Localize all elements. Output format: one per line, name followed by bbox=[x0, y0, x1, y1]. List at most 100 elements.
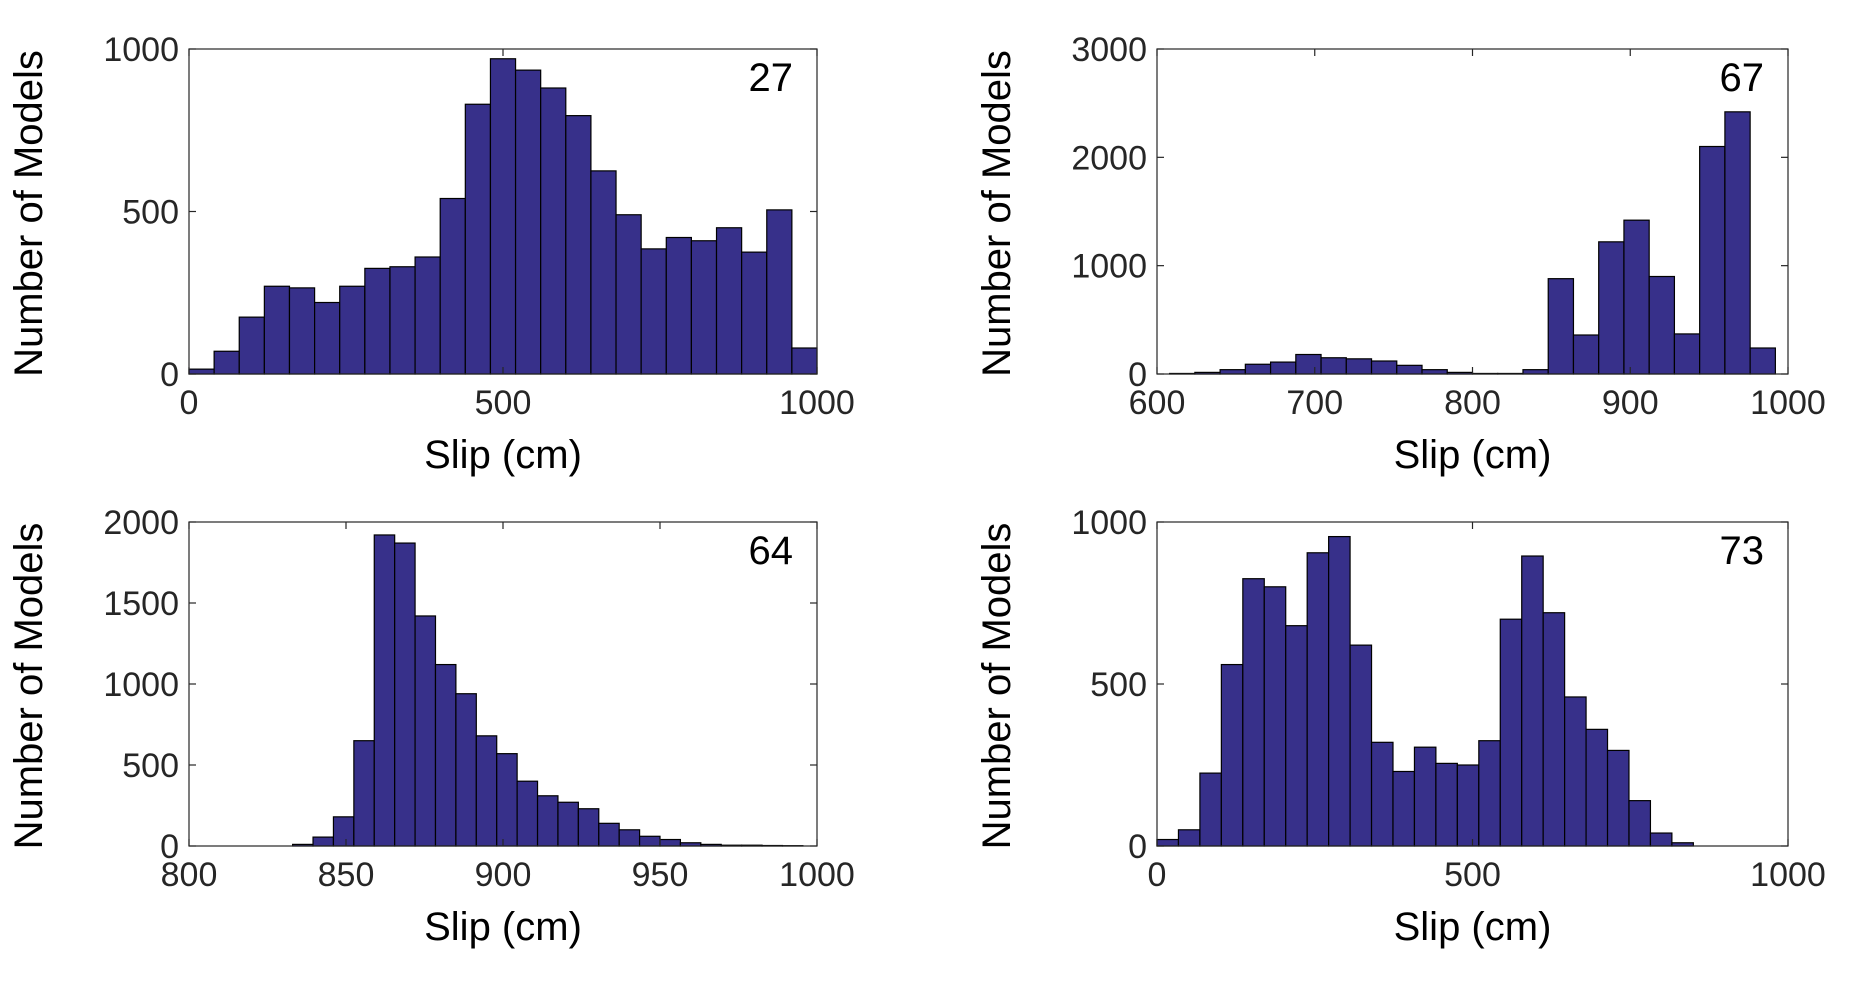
histogram-bar bbox=[659, 838, 682, 847]
y-tick-label: 500 bbox=[122, 747, 179, 785]
histogram-bar bbox=[577, 808, 600, 847]
y-tick-label: 0 bbox=[1128, 356, 1147, 394]
histogram-panel-bottom-left: 800 850 900 950 1000 0 500 1000 1500 2000 Slip (cm… bbox=[7, 504, 855, 949]
y-tick-label: 1000 bbox=[1071, 248, 1147, 286]
histogram-bar bbox=[516, 780, 539, 847]
histogram-bar bbox=[1648, 275, 1676, 375]
histogram-bar bbox=[1320, 357, 1347, 375]
histogram-bar bbox=[1628, 800, 1652, 847]
histogram-bar bbox=[238, 316, 265, 375]
histogram-bar bbox=[1345, 358, 1373, 375]
histogram-bar bbox=[1295, 353, 1322, 375]
histogram-bar bbox=[263, 285, 291, 375]
histogram-bar bbox=[1542, 612, 1566, 847]
x-tick-label: 0 bbox=[1148, 856, 1167, 894]
y-tick-label: 0 bbox=[160, 356, 179, 394]
histogram-panel-bottom-right: 0 500 1000 0 500 1000 Slip (cm) Number of Model… bbox=[975, 504, 1826, 949]
histogram-bar bbox=[791, 347, 818, 375]
panel-annotation: 73 bbox=[1720, 529, 1765, 573]
histogram-bar bbox=[339, 285, 366, 375]
histogram-bar bbox=[373, 534, 396, 847]
x-tick-label: 700 bbox=[1286, 384, 1343, 422]
y-axis-label: Number of Models bbox=[975, 523, 1019, 850]
histogram-bar bbox=[394, 542, 416, 847]
histogram-bar bbox=[1370, 360, 1398, 375]
y-axis-label: Number of Models bbox=[7, 50, 51, 377]
x-axis-label: Slip (cm) bbox=[1394, 433, 1552, 477]
x-tick-label: 1000 bbox=[779, 856, 855, 894]
histogram-bar bbox=[590, 170, 617, 375]
histogram-bar bbox=[1623, 219, 1650, 375]
histogram-bar bbox=[1392, 770, 1416, 847]
histogram-bar bbox=[213, 350, 240, 375]
histogram-bar bbox=[1606, 749, 1630, 847]
x-tick-label: 950 bbox=[632, 856, 689, 894]
histogram-bar bbox=[1749, 347, 1776, 375]
histogram-bar bbox=[536, 795, 559, 847]
histogram-bar bbox=[464, 103, 492, 375]
histogram-bar bbox=[615, 214, 642, 375]
y-tick-label: 2000 bbox=[103, 504, 179, 542]
histogram-panel-top-right: 600 700 800 900 1000 0 1000 2000 3000 Slip (cm) Nu… bbox=[975, 31, 1826, 477]
y-tick-label: 1000 bbox=[1071, 504, 1147, 542]
x-tick-label: 500 bbox=[475, 384, 532, 422]
histogram-bar bbox=[665, 236, 693, 375]
histogram-bar bbox=[496, 753, 518, 847]
histogram-bar bbox=[1547, 278, 1575, 375]
x-axis-label: Slip (cm) bbox=[424, 905, 582, 949]
histogram-bar bbox=[439, 197, 466, 375]
histogram-bar bbox=[364, 267, 391, 375]
histogram-bar bbox=[1649, 832, 1673, 847]
histogram-bar bbox=[598, 822, 620, 847]
histogram-bar bbox=[565, 115, 592, 375]
histogram-bar bbox=[332, 816, 355, 847]
axes-frame bbox=[1156, 48, 1789, 375]
y-tick-label: 1500 bbox=[103, 585, 179, 623]
histogram-bar bbox=[414, 256, 441, 375]
y-tick-label: 1000 bbox=[103, 666, 179, 704]
y-axis-label: Number of Models bbox=[975, 50, 1019, 377]
histogram-bar bbox=[1478, 740, 1501, 847]
histogram-bar bbox=[1242, 578, 1265, 847]
histogram-bar bbox=[1421, 369, 1448, 375]
histogram-bar bbox=[188, 368, 215, 375]
histogram-bar bbox=[514, 69, 542, 375]
histogram-bar bbox=[1435, 762, 1458, 847]
histogram-bar bbox=[1156, 838, 1180, 847]
histogram-bar bbox=[414, 615, 437, 847]
x-tick-label: 600 bbox=[1129, 384, 1186, 422]
histogram-bar bbox=[715, 227, 743, 375]
histogram-bar bbox=[1219, 369, 1246, 375]
histogram-bar bbox=[1598, 241, 1625, 375]
histogram-bar bbox=[1370, 741, 1394, 847]
histogram-bar bbox=[1572, 334, 1600, 375]
histogram-bar bbox=[489, 58, 517, 375]
histogram-bar bbox=[455, 693, 477, 847]
histogram-bar bbox=[540, 87, 567, 375]
histogram-bar bbox=[1177, 829, 1201, 847]
y-tick-label: 2000 bbox=[1071, 139, 1147, 177]
histogram-bar bbox=[1724, 111, 1751, 375]
y-tick-label: 0 bbox=[1128, 828, 1147, 866]
histogram-bar bbox=[766, 209, 793, 375]
x-tick-label: 500 bbox=[1444, 856, 1501, 894]
y-tick-label: 3000 bbox=[1071, 31, 1147, 69]
y-tick-label: 0 bbox=[160, 828, 179, 866]
histogram-bar bbox=[353, 740, 375, 847]
panel-annotation: 64 bbox=[749, 529, 794, 573]
histogram-bar bbox=[434, 663, 457, 847]
histogram-bar bbox=[1522, 369, 1549, 375]
x-tick-label: 1000 bbox=[1750, 384, 1826, 422]
histogram-bar bbox=[475, 735, 498, 847]
y-axis-label: Number of Models bbox=[7, 523, 51, 850]
histogram-bar bbox=[640, 248, 667, 375]
x-axis-label: Slip (cm) bbox=[1394, 905, 1552, 949]
histogram-bar bbox=[1220, 663, 1244, 847]
histogram-bar bbox=[1564, 696, 1587, 847]
panel-annotation: 27 bbox=[749, 56, 794, 100]
histogram-bar bbox=[1699, 145, 1726, 375]
histogram-panel-top-left: 0 500 1000 0 500 1000 Slip (cm) Number of Model… bbox=[7, 31, 855, 477]
histogram-bar bbox=[1244, 363, 1272, 375]
panel-annotation: 67 bbox=[1720, 56, 1765, 100]
